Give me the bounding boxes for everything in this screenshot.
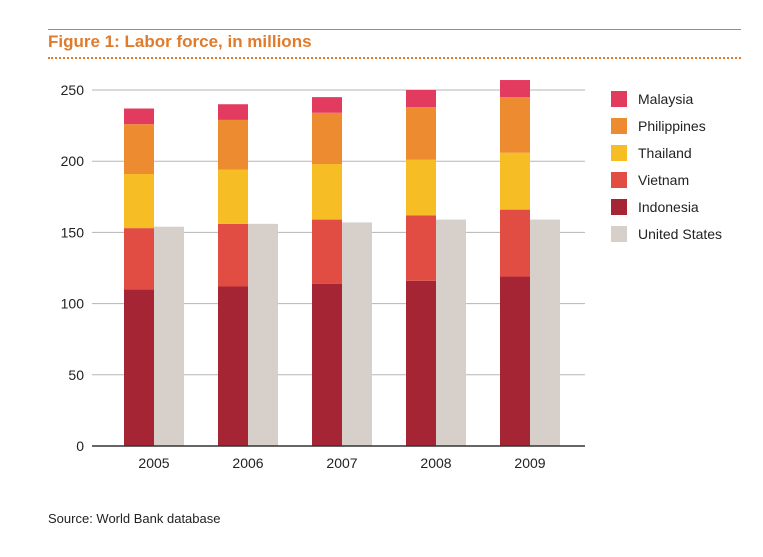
legend-label-united-states: United States: [638, 226, 722, 242]
bar-malaysia-2006: [218, 104, 248, 120]
bar-malaysia-2007: [312, 97, 342, 113]
title-top-rule: [48, 29, 741, 30]
bar-thailand-2007: [312, 164, 342, 220]
bar-indonesia-2007: [312, 283, 342, 446]
bar-philippines-2008: [406, 107, 436, 160]
source-note: Source: World Bank database: [48, 511, 221, 526]
legend-label-malaysia: Malaysia: [638, 91, 693, 107]
y-tick-label-250: 250: [61, 82, 85, 98]
y-tick-label-0: 0: [76, 438, 84, 454]
bar-vietnam-2007: [312, 219, 342, 284]
y-tick-label-50: 50: [68, 367, 84, 383]
legend-swatch-united-states: [611, 226, 627, 242]
bar-vietnam-2009: [500, 209, 530, 277]
legend-swatch-vietnam: [611, 172, 627, 188]
figure-title: Figure 1: Labor force, in millions: [48, 32, 312, 51]
x-tick-label-2008: 2008: [420, 455, 451, 471]
bar-philippines-2005: [124, 124, 154, 175]
legend-swatch-thailand: [611, 145, 627, 161]
bar-indonesia-2009: [500, 276, 530, 446]
bar-malaysia-2008: [406, 90, 436, 108]
bar-indonesia-2006: [218, 286, 248, 446]
bar-vietnam-2005: [124, 228, 154, 290]
x-tick-label-2006: 2006: [232, 455, 263, 471]
legend-swatch-philippines: [611, 118, 627, 134]
legend-label-philippines: Philippines: [638, 118, 706, 134]
legend-swatch-malaysia: [611, 91, 627, 107]
x-tick-label-2007: 2007: [326, 455, 357, 471]
bar-united-states-2007: [342, 222, 372, 446]
bar-thailand-2005: [124, 174, 154, 229]
bar-indonesia-2008: [406, 280, 436, 446]
legend-label-thailand: Thailand: [638, 145, 692, 161]
bar-thailand-2008: [406, 159, 436, 216]
legend-swatch-indonesia: [611, 199, 627, 215]
bar-united-states-2006: [248, 223, 278, 446]
bar-philippines-2006: [218, 119, 248, 170]
bar-malaysia-2009: [500, 80, 530, 98]
title-dotted-rule: [48, 57, 741, 59]
y-tick-label-200: 200: [61, 153, 85, 169]
bar-united-states-2005: [154, 226, 184, 446]
bar-indonesia-2005: [124, 289, 154, 446]
x-tick-label-2005: 2005: [138, 455, 169, 471]
y-tick-label-100: 100: [61, 296, 85, 312]
bar-thailand-2009: [500, 152, 530, 210]
bar-philippines-2007: [312, 112, 342, 165]
bar-philippines-2009: [500, 97, 530, 153]
bar-vietnam-2006: [218, 223, 248, 287]
bar-thailand-2006: [218, 169, 248, 224]
legend-label-indonesia: Indonesia: [638, 199, 699, 215]
bar-united-states-2009: [530, 219, 560, 446]
bar-united-states-2008: [436, 219, 466, 446]
x-tick-label-2009: 2009: [514, 455, 545, 471]
y-tick-label-150: 150: [61, 224, 85, 240]
bar-vietnam-2008: [406, 215, 436, 281]
legend-label-vietnam: Vietnam: [638, 172, 689, 188]
bar-malaysia-2005: [124, 108, 154, 125]
